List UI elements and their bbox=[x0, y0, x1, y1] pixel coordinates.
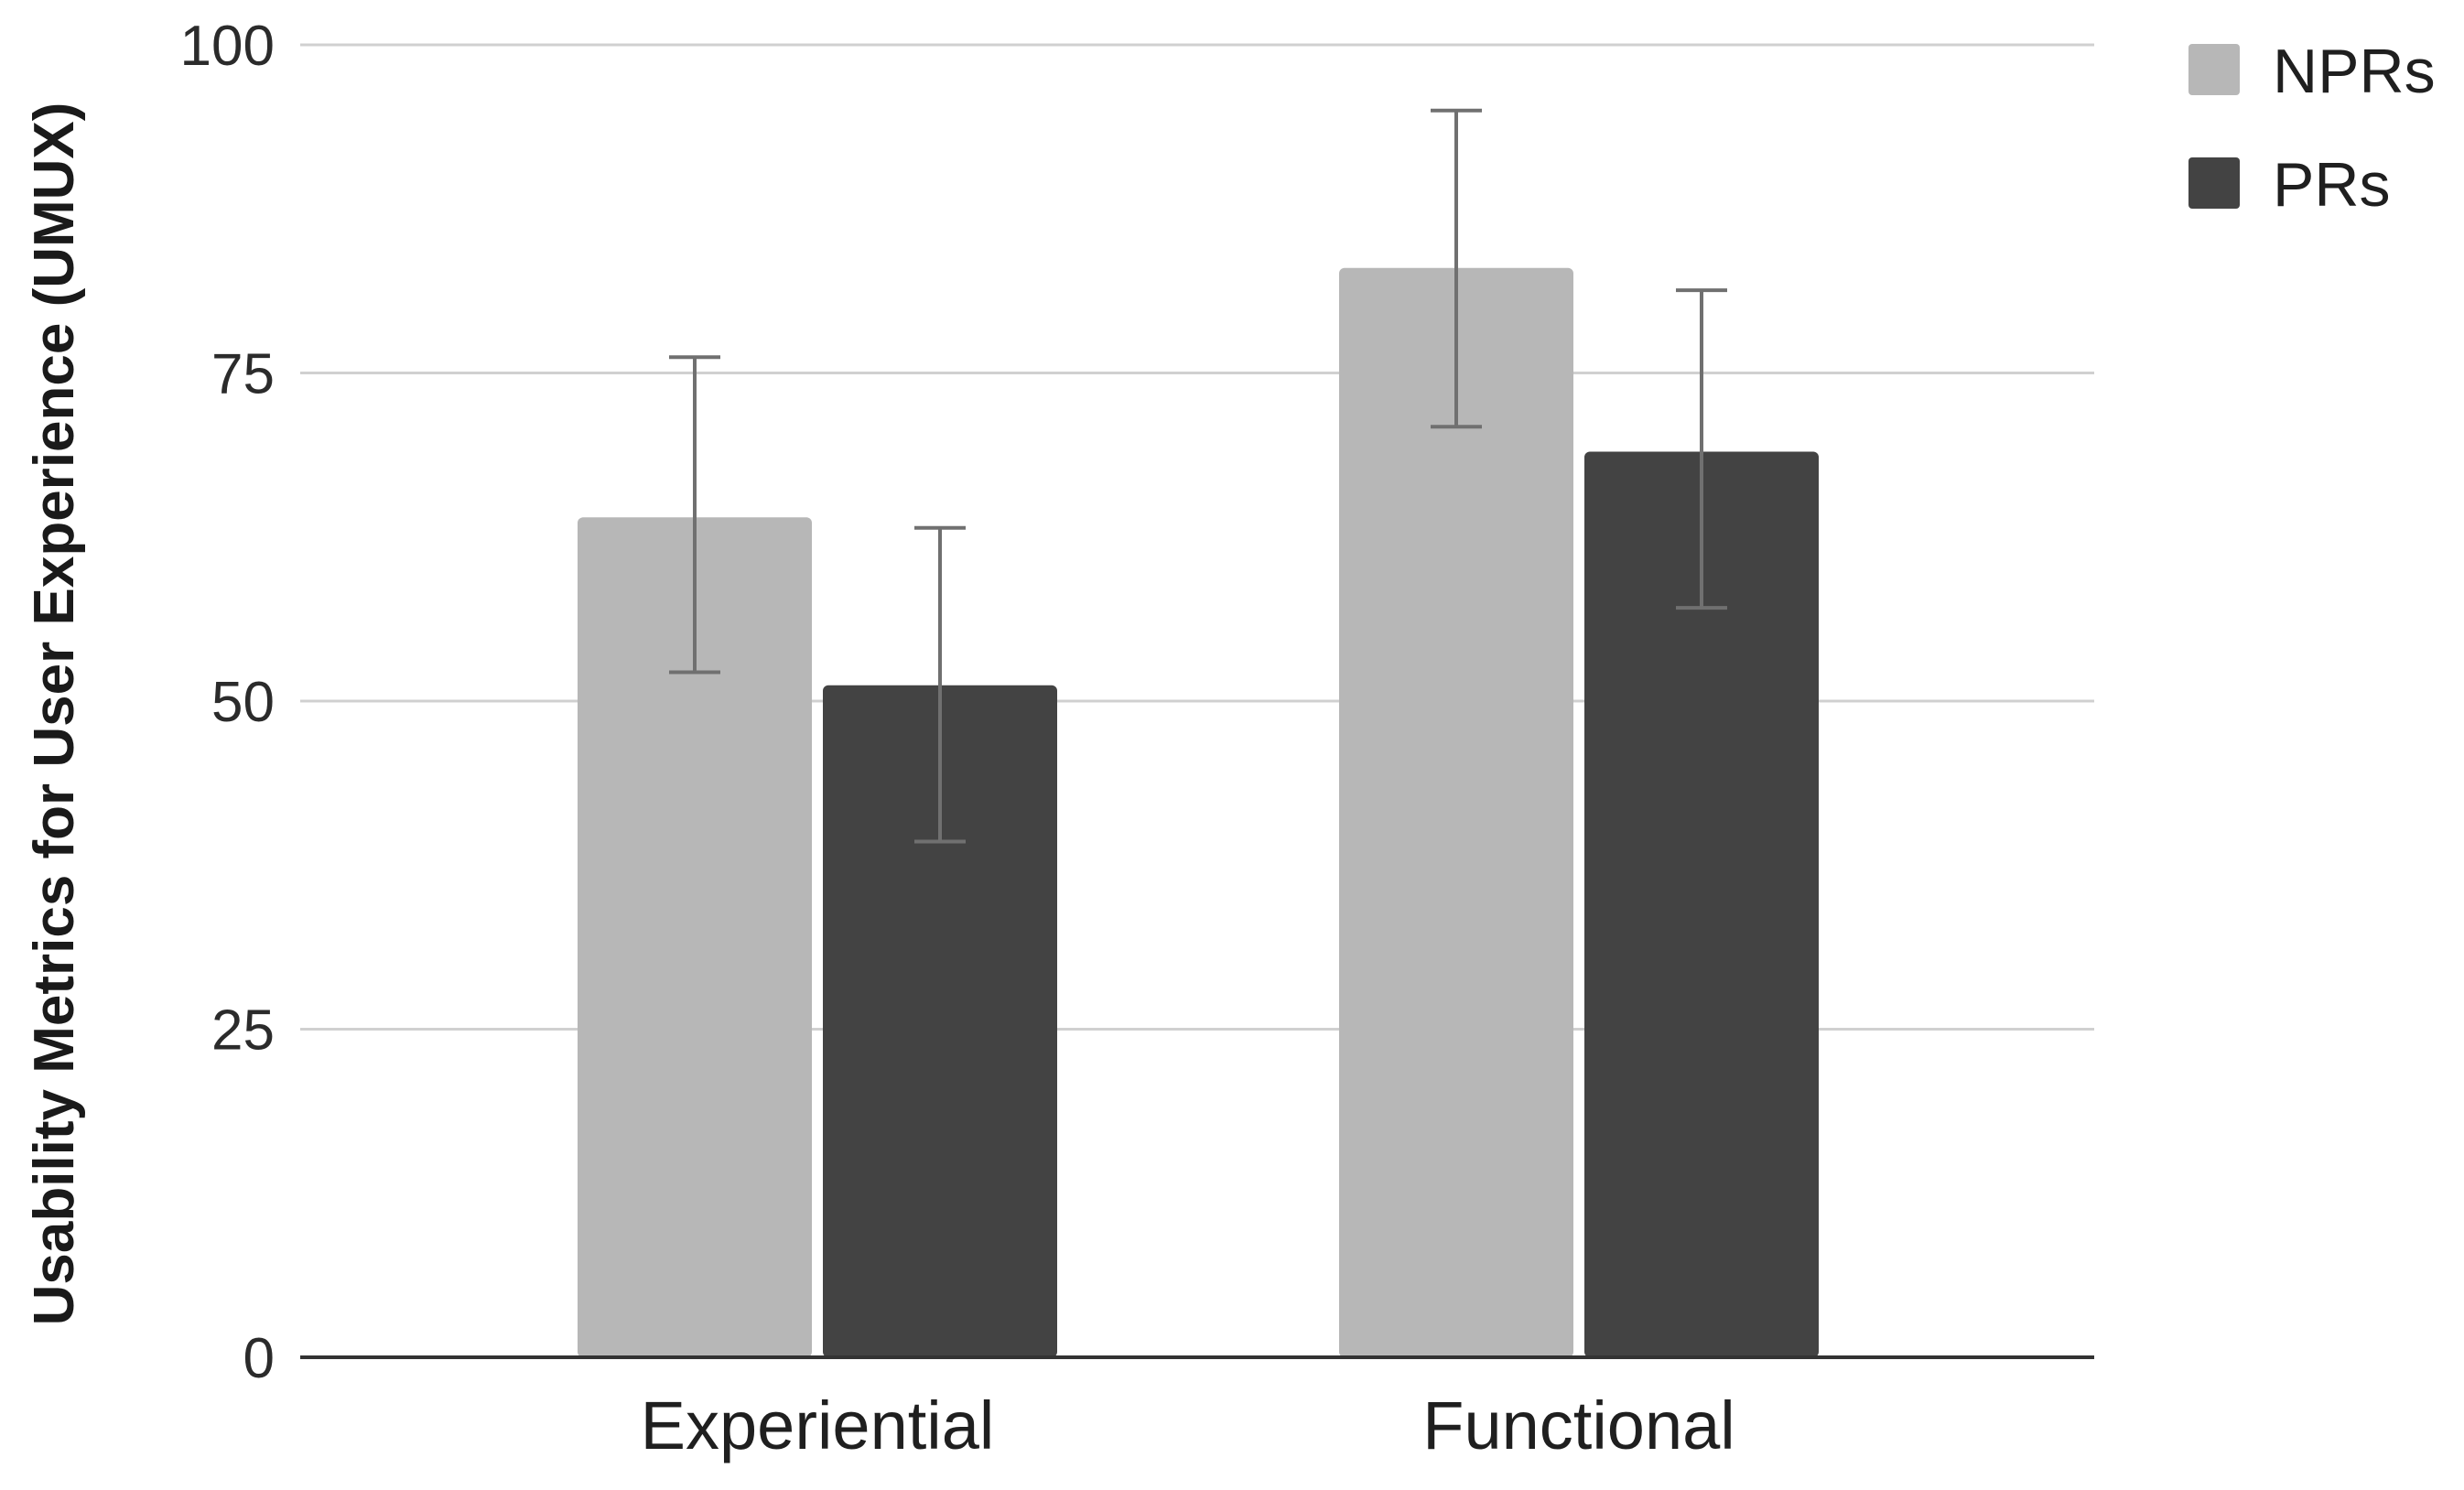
y-axis-title: Usability Metrics for User Experience (U… bbox=[23, 103, 86, 1326]
bar bbox=[1584, 451, 1819, 1357]
x-axis-categories: Experiential Functional bbox=[641, 1387, 1735, 1463]
legend-swatch bbox=[2188, 44, 2240, 95]
y-tick-label: 75 bbox=[211, 343, 275, 406]
gridlines bbox=[300, 43, 2094, 1031]
bar bbox=[823, 685, 1057, 1357]
y-axis-ticks: 0 25 50 75 100 bbox=[180, 15, 275, 1390]
legend-label: NPRs bbox=[2273, 37, 2436, 106]
x-category-label: Functional bbox=[1422, 1387, 1735, 1463]
bar bbox=[1339, 267, 1573, 1357]
y-tick-label: 100 bbox=[180, 15, 275, 78]
x-category-label: Experiential bbox=[641, 1387, 995, 1463]
legend-label: PRs bbox=[2273, 150, 2390, 220]
error-bars bbox=[669, 108, 1727, 844]
y-tick-label: 25 bbox=[211, 999, 275, 1063]
bars bbox=[578, 267, 1819, 1357]
bar bbox=[578, 517, 812, 1357]
legend-swatch bbox=[2188, 157, 2240, 209]
y-tick-label: 50 bbox=[211, 671, 275, 734]
legend: NPRs PRs bbox=[2188, 37, 2436, 220]
y-tick-label: 0 bbox=[243, 1327, 275, 1390]
